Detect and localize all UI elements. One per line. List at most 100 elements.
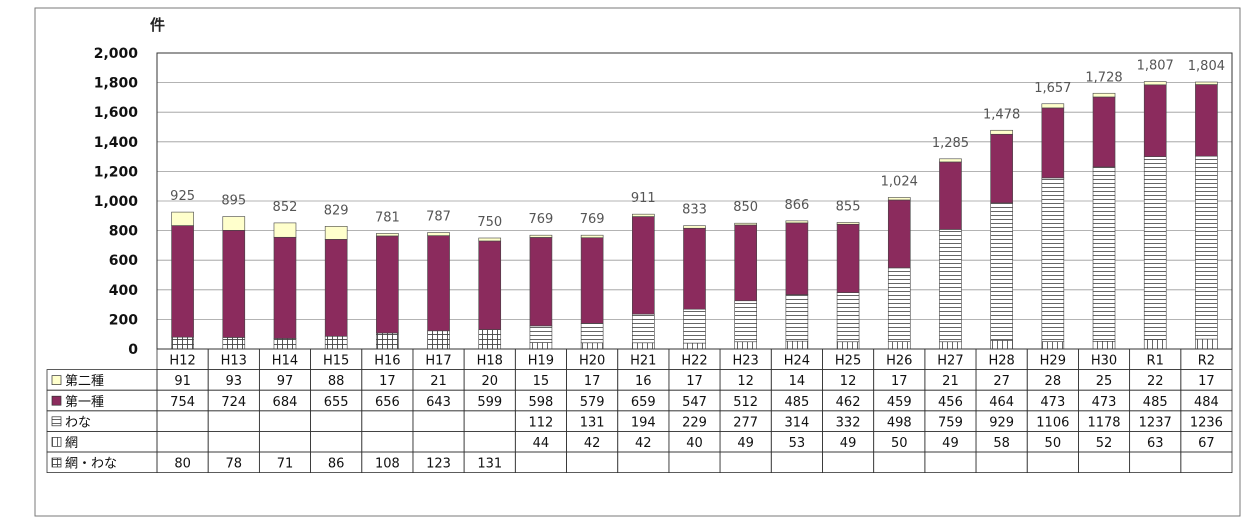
table-value: 49 xyxy=(942,436,959,451)
table-value: 498 xyxy=(887,415,912,430)
table-value: 53 xyxy=(789,436,806,451)
y-tick-label: 1,000 xyxy=(94,194,139,210)
table-cell xyxy=(361,430,414,453)
y-tick-label: 1,800 xyxy=(94,76,139,92)
table-value: 17 xyxy=(891,374,908,389)
total-label: 787 xyxy=(426,210,451,225)
x-tick-label: H20 xyxy=(579,354,605,369)
table-value: 80 xyxy=(174,457,191,472)
x-tick-label: H19 xyxy=(528,354,554,369)
table-cell xyxy=(1180,451,1233,474)
bar-amiwana xyxy=(171,336,194,350)
table-value: 50 xyxy=(891,436,908,451)
table-cell xyxy=(412,430,465,453)
total-label: 1,478 xyxy=(983,107,1020,122)
table-cell xyxy=(719,451,772,474)
bar-s2 xyxy=(273,222,297,238)
x-tick-label: H12 xyxy=(169,354,195,369)
table-value: 12 xyxy=(737,374,754,389)
table-value: 50 xyxy=(1045,436,1062,451)
table-value: 44 xyxy=(533,436,550,451)
total-label: 1,807 xyxy=(1137,59,1174,74)
bar-wana xyxy=(939,229,962,343)
table-value: 17 xyxy=(686,374,703,389)
bar-s1 xyxy=(580,237,604,324)
bar-s2 xyxy=(1092,92,1116,98)
bar-wana xyxy=(990,202,1013,341)
legend-swatch-s1 xyxy=(51,395,62,406)
x-tick-label: H14 xyxy=(272,354,298,369)
bar-ami xyxy=(734,341,757,350)
table-value: 16 xyxy=(635,374,652,389)
table-value: 512 xyxy=(733,395,758,410)
bar-s1 xyxy=(887,199,911,269)
bar-ami xyxy=(990,340,1013,350)
bar-ami xyxy=(939,341,962,350)
bar-s1 xyxy=(529,237,553,327)
table-cell xyxy=(207,430,260,453)
bar-amiwana xyxy=(427,330,450,350)
table-cell xyxy=(310,430,363,453)
x-tick-label: H24 xyxy=(784,354,810,369)
table-value: 91 xyxy=(174,374,191,389)
bar-wana xyxy=(1092,166,1116,342)
bar-s1 xyxy=(683,227,706,310)
table-value: 67 xyxy=(1198,436,1215,451)
table-value: 599 xyxy=(477,395,502,410)
table-value: 485 xyxy=(1143,395,1168,410)
x-tick-label: H15 xyxy=(323,354,349,369)
bar-s1 xyxy=(222,230,246,338)
table-value: 473 xyxy=(1040,395,1065,410)
x-tick-label: H25 xyxy=(835,354,861,369)
table-value: 754 xyxy=(170,395,195,410)
table-value: 123 xyxy=(426,457,451,472)
x-tick-label: H13 xyxy=(221,354,247,369)
x-tick-label: H22 xyxy=(681,354,707,369)
y-tick-label: 0 xyxy=(128,342,138,358)
table-cell xyxy=(514,451,567,474)
bar-s1 xyxy=(324,239,348,337)
table-value: 485 xyxy=(784,395,809,410)
table-value: 78 xyxy=(226,457,243,472)
table-value: 194 xyxy=(631,415,656,430)
table-value: 473 xyxy=(1092,395,1117,410)
bar-wana xyxy=(632,313,655,344)
bar-amiwana xyxy=(376,332,399,350)
table-value: 88 xyxy=(328,374,345,389)
bar-s1 xyxy=(376,235,399,334)
bar-amiwana xyxy=(273,338,297,350)
bar-s2 xyxy=(734,222,757,226)
bar-s2 xyxy=(171,211,194,226)
table-value: 108 xyxy=(375,457,400,472)
y-tick-label: 2,000 xyxy=(94,46,139,62)
table-value: 684 xyxy=(273,395,298,410)
bar-wana xyxy=(785,294,809,342)
bar-ami xyxy=(1092,341,1116,350)
total-label: 925 xyxy=(170,189,195,204)
bar-s2 xyxy=(990,129,1013,135)
x-tick-label: H23 xyxy=(733,354,759,369)
table-value: 656 xyxy=(375,395,400,410)
bar-s2 xyxy=(632,213,655,217)
bar-ami xyxy=(1143,339,1167,350)
table-value: 17 xyxy=(379,374,396,389)
bar-wana xyxy=(580,323,604,344)
table-value: 22 xyxy=(1147,374,1164,389)
table-value: 314 xyxy=(784,415,809,430)
table-value: 20 xyxy=(481,374,498,389)
legend-label: 網 xyxy=(65,436,78,451)
table-value: 456 xyxy=(938,395,963,410)
table-cell xyxy=(1078,451,1131,474)
table-cell xyxy=(156,430,209,453)
total-label: 895 xyxy=(221,194,246,209)
y-tick-label: 400 xyxy=(109,283,138,299)
table-value: 27 xyxy=(993,374,1010,389)
bar-s1 xyxy=(478,240,502,330)
table-cell xyxy=(156,410,209,432)
x-tick-label: R2 xyxy=(1198,354,1215,369)
legend-cell xyxy=(46,430,158,453)
total-label: 833 xyxy=(682,203,707,218)
bar-s2 xyxy=(580,234,604,239)
x-tick-label: H17 xyxy=(425,354,451,369)
